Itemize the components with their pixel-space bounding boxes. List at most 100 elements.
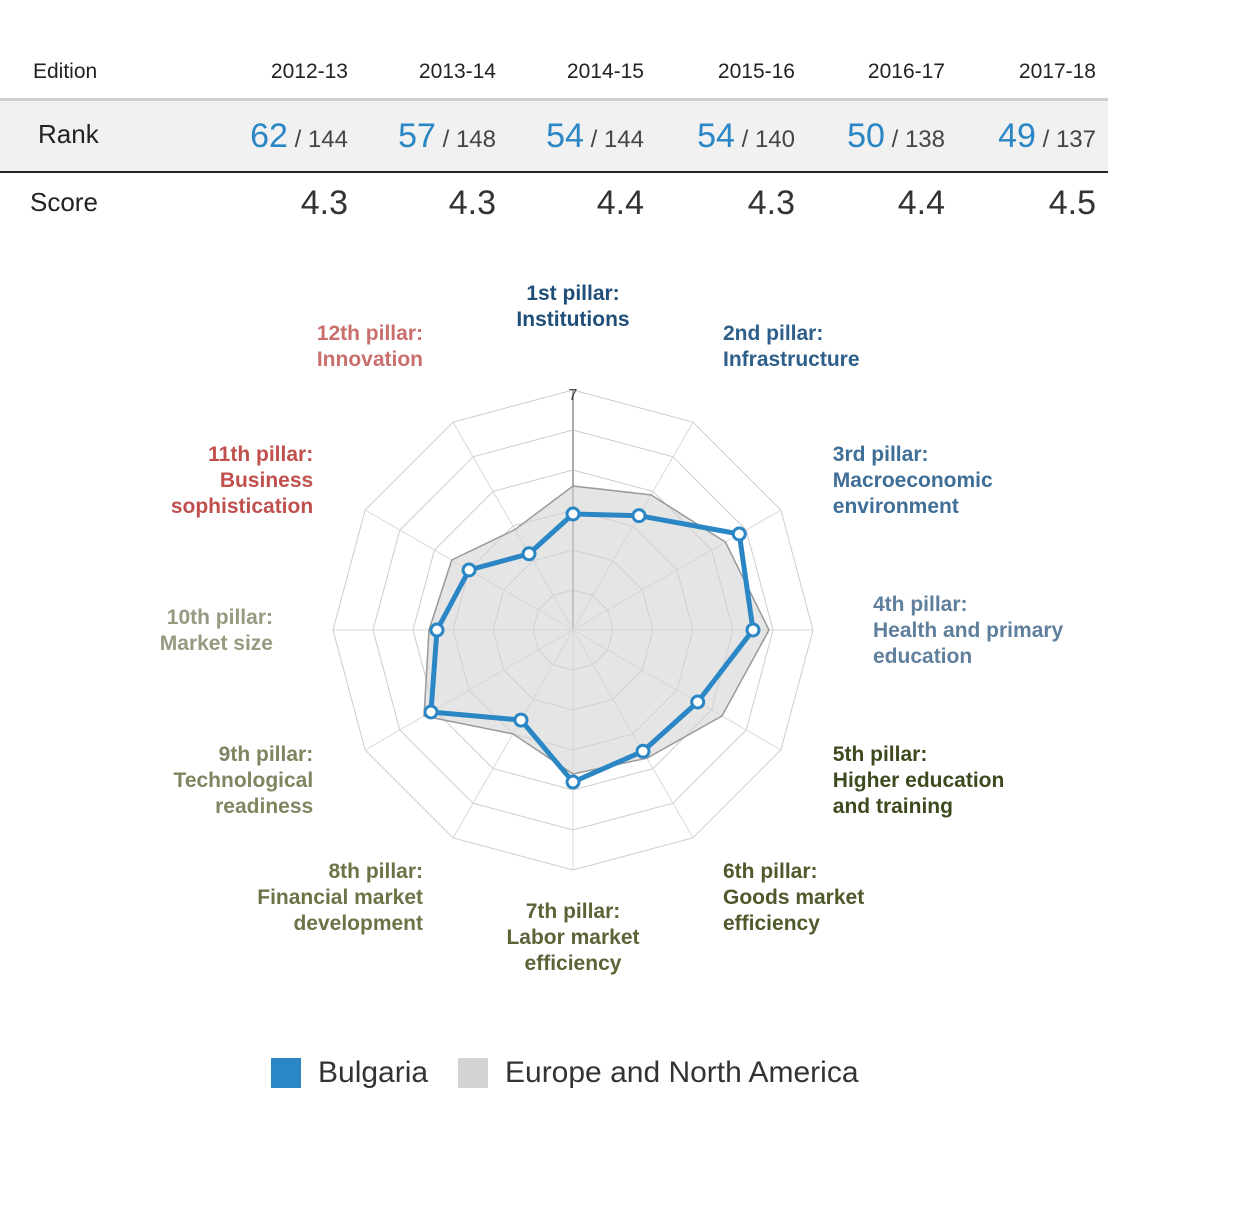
pillar-label-line: Goods market [723, 886, 864, 909]
score-cell: 4.3 [448, 184, 496, 222]
legend-label: Europe and North America [505, 1056, 859, 1089]
rank-cell: 49 / 137 [946, 117, 1096, 156]
pillar-label-line: development [293, 912, 423, 935]
pillar-label-line: Business [220, 469, 313, 492]
pillar-labels: 1st pillar: Institutions 2nd pillar: Infras… [160, 282, 1064, 975]
pillar-label-line: Financial market [257, 886, 423, 909]
edition-cell: 2017-18 [1018, 60, 1096, 83]
pillar-label-line: Innovation [317, 348, 423, 371]
rank-total: / 144 [583, 126, 644, 153]
pillar-label: 7th pillar: Labor market efficiency [506, 900, 639, 975]
radar-series [423, 485, 770, 790]
pillar-label-line: 8th pillar: [328, 860, 423, 883]
legend-label: Bulgaria [318, 1056, 429, 1089]
pillar-label-line: 1st pillar: [526, 282, 619, 305]
series-bulgaria-point [423, 704, 439, 720]
pillar-label-line: 3rd pillar: [833, 443, 929, 466]
pillar-label-line: Macroeconomic [833, 469, 993, 492]
pillar-label: 6th pillar: Goods market efficiency [723, 860, 864, 935]
rank-total: / 148 [435, 126, 496, 153]
rank-value: 62 [250, 117, 288, 155]
score-cell: 4.5 [1048, 184, 1096, 222]
pillar-label-line: 12th pillar: [317, 322, 423, 345]
rank-total: / 140 [734, 126, 795, 153]
pillar-label: 1st pillar: Institutions [516, 282, 629, 331]
pillar-label: 12th pillar: Innovation [317, 322, 423, 371]
rank-cell: 54 / 140 [645, 117, 795, 156]
pillar-label-line: efficiency [525, 952, 622, 975]
score-cell: 4.4 [897, 184, 945, 222]
pillar-label: 11th pillar: Business sophistication [171, 443, 313, 518]
pillar-label-line: 5th pillar: [833, 743, 928, 766]
rank-cell: 62 / 144 [198, 117, 348, 156]
score-row: Score 4.3 4.3 4.4 4.3 4.4 4.5 [0, 172, 1108, 232]
edition-label: Edition [33, 60, 98, 83]
edition-cell: 2013-14 [418, 60, 496, 83]
pillar-label-line: education [873, 645, 972, 668]
pillar-label-line: Institutions [516, 308, 629, 331]
radar-chart: 1st pillar: Institutions 2nd pillar: Infras… [160, 282, 1064, 975]
pillar-label-line: 11th pillar: [208, 443, 313, 466]
legend-swatch-bulgaria [271, 1058, 301, 1088]
edition-cell: 2015-16 [717, 60, 795, 83]
pillar-label-line: 10th pillar: [167, 606, 273, 629]
series-bulgaria-point [565, 506, 581, 522]
rank-value: 54 [697, 117, 735, 155]
pillar-label-line: Higher education [833, 769, 1005, 792]
legend-swatch-europe [458, 1058, 488, 1088]
pillar-label-line: readiness [215, 795, 313, 818]
pillar-label-line: 6th pillar: [723, 860, 818, 883]
pillar-label-line: 9th pillar: [219, 743, 314, 766]
pillar-label: 10th pillar: Market size [160, 606, 273, 655]
rank-value: 50 [847, 117, 885, 155]
rank-value: 49 [998, 117, 1036, 155]
edition-cell: 2012-13 [270, 60, 348, 83]
pillar-label-line: Labor market [506, 926, 639, 949]
pillar-label: 5th pillar: Higher education and training [833, 743, 1005, 818]
series-bulgaria-point [521, 546, 537, 562]
series-bulgaria-point [731, 526, 747, 542]
rank-row: Rank 62 / 144 57 / 148 54 / 144 54 / 140… [0, 98, 1108, 173]
series-bulgaria-point [461, 562, 477, 578]
pillar-label-line: and training [833, 795, 953, 818]
rank-cell: 54 / 144 [494, 117, 644, 156]
pillar-label: 8th pillar: Financial market development [257, 860, 423, 935]
score-label: Score [30, 187, 98, 217]
rank-cell: 57 / 148 [346, 117, 496, 156]
rank-total: / 138 [884, 126, 945, 153]
series-bulgaria-point [429, 622, 445, 638]
rank-value: 57 [398, 117, 436, 155]
pillar-label-line: 2nd pillar: [723, 322, 823, 345]
score-cell: 4.3 [747, 184, 795, 222]
series-bulgaria-point [635, 743, 651, 759]
rank-value: 54 [546, 117, 584, 155]
pillar-label: 9th pillar: Technological readiness [174, 743, 314, 818]
pillar-label: 4th pillar: Health and primary education [873, 593, 1064, 668]
pillar-label-line: Infrastructure [723, 348, 860, 371]
edition-cell: 2016-17 [867, 60, 945, 83]
pillar-label-line: Technological [174, 769, 314, 792]
pillar-label-line: Health and primary [873, 619, 1064, 642]
rank-total: / 137 [1035, 126, 1096, 153]
pillar-label-line: Market size [160, 632, 273, 655]
series-bulgaria-point [631, 508, 647, 524]
pillar-label-line: environment [833, 495, 959, 518]
pillar-label: 2nd pillar: Infrastructure [723, 322, 860, 371]
pillar-label-line: sophistication [171, 495, 313, 518]
series-bulgaria-point [745, 622, 761, 638]
rank-label: Rank [38, 119, 99, 149]
edition-row: Edition 2012-13 2013-14 2014-15 2015-16 … [0, 48, 1108, 96]
pillar-label-line: 4th pillar: [873, 593, 968, 616]
axis-max-label: 7 [569, 387, 578, 404]
score-cell: 4.3 [300, 184, 348, 222]
pillar-label-line: efficiency [723, 912, 820, 935]
series-bulgaria-point [513, 712, 529, 728]
pillar-label-line: 7th pillar: [526, 900, 621, 923]
rank-cell: 50 / 138 [795, 117, 945, 156]
series-bulgaria-point [565, 774, 581, 790]
pillar-label: 3rd pillar: Macroeconomic environment [833, 443, 993, 518]
edition-cell: 2014-15 [566, 60, 644, 83]
score-cell: 4.4 [596, 184, 644, 222]
rank-total: / 144 [287, 126, 348, 153]
series-bulgaria-point [690, 694, 706, 710]
